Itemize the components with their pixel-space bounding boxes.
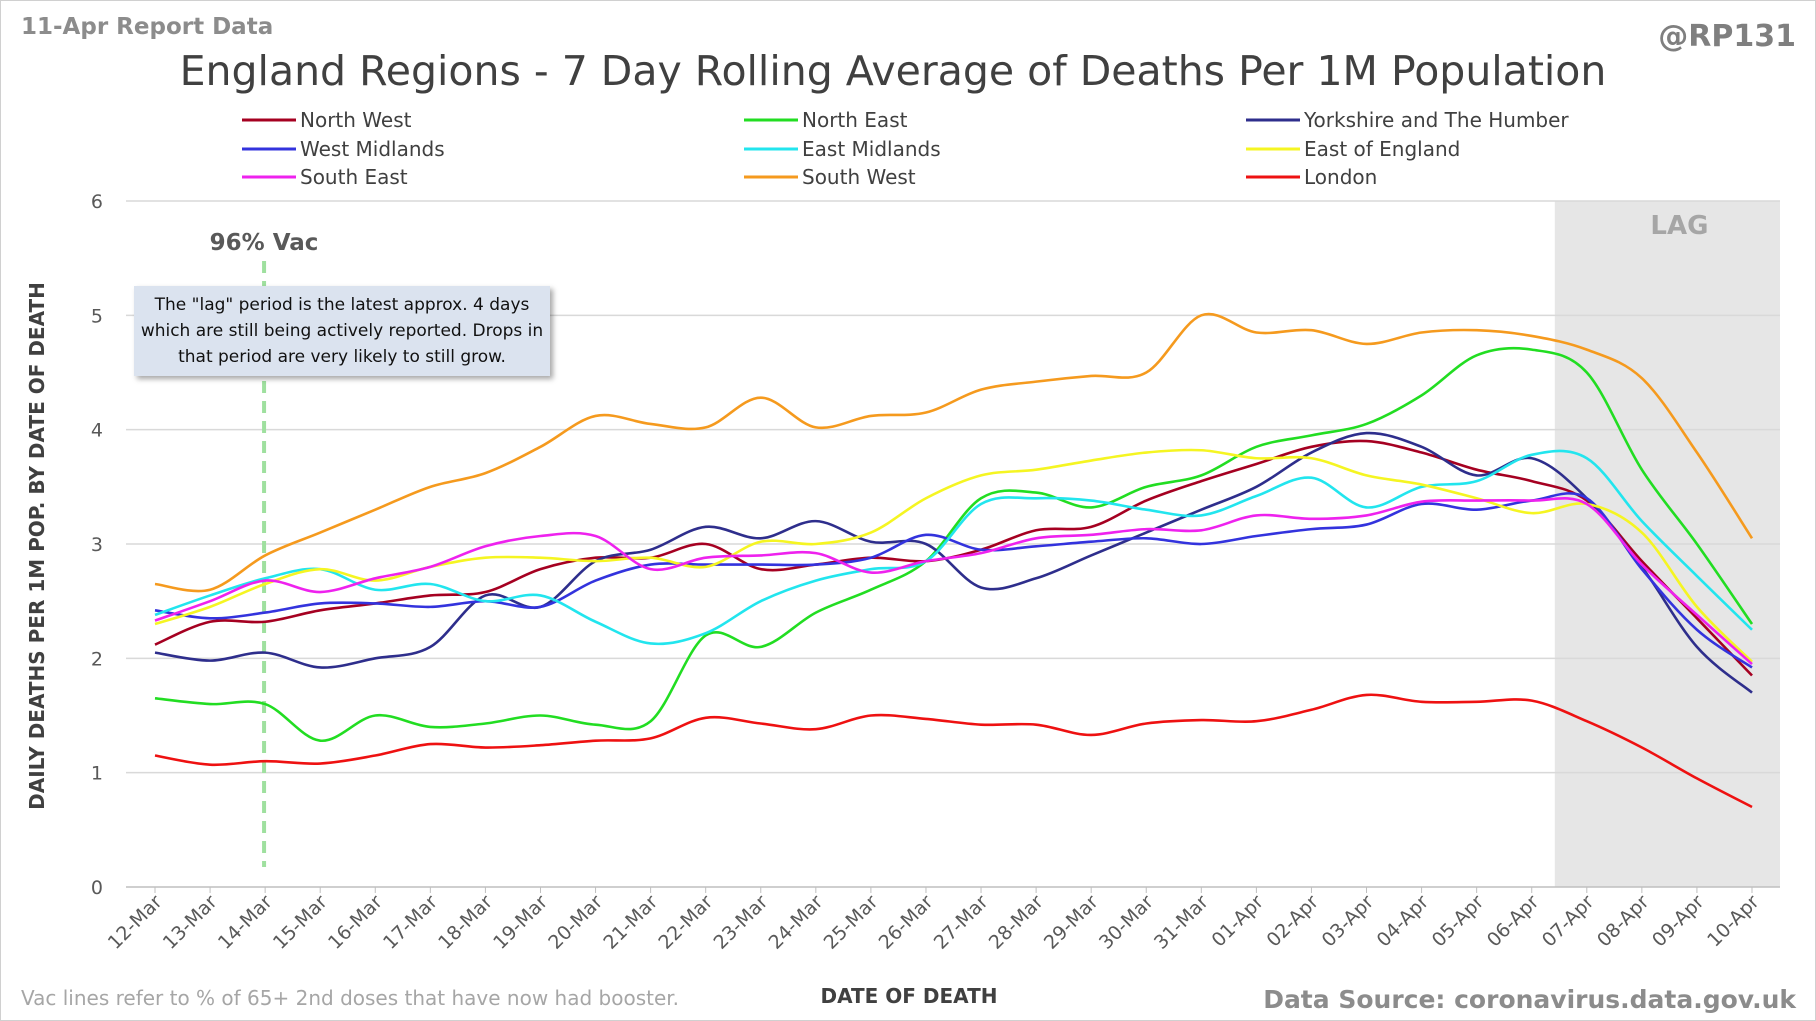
series-lines: [154, 312, 1754, 809]
series-line-west-midlands: [154, 492, 1753, 669]
x-tick-label: 23-Mar: [709, 891, 772, 954]
x-tick-label: 07-Apr: [1538, 891, 1599, 952]
gridlines: [126, 200, 1780, 888]
y-tick-label: 3: [91, 534, 103, 556]
x-tick-label: 22-Mar: [654, 891, 717, 954]
x-tick-label: 24-Mar: [765, 891, 828, 954]
x-tick-label: 12-Mar: [104, 891, 167, 954]
x-tick-label: 15-Mar: [269, 891, 332, 954]
x-tick-label: 26-Mar: [875, 891, 938, 954]
x-axis-ticks: 12-Mar13-Mar14-Mar15-Mar16-Mar17-Mar18-M…: [104, 887, 1764, 954]
x-tick-label: 20-Mar: [544, 891, 607, 954]
x-tick-label: 06-Apr: [1483, 891, 1544, 952]
legend-label: London: [1304, 165, 1377, 189]
legend-label: North West: [300, 108, 412, 132]
x-tick-label: 27-Mar: [930, 891, 993, 954]
y-axis-ticks: 0 1 2 3 4 5 6: [91, 191, 103, 899]
x-tick-label: 18-Mar: [434, 891, 497, 954]
lag-annotation: The "lag" period is the latest approx. 4…: [134, 286, 550, 376]
legend-label: East Midlands: [802, 137, 941, 161]
x-tick-label: 17-Mar: [379, 891, 442, 954]
x-tick-label: 16-Mar: [324, 891, 387, 954]
y-tick-label: 6: [91, 191, 103, 213]
x-tick-label: 21-Mar: [599, 891, 662, 954]
x-axis-title: DATE OF DEATH: [821, 984, 998, 1008]
y-tick-label: 1: [91, 763, 103, 785]
y-tick-label: 4: [91, 420, 103, 442]
author-handle: @RP131: [1658, 19, 1796, 54]
series-line-london: [154, 693, 1753, 809]
x-tick-label: 29-Mar: [1040, 891, 1103, 954]
x-tick-label: 08-Apr: [1593, 891, 1654, 952]
legend: North West North East Yorkshire and The Hu…: [242, 108, 1569, 189]
vac-label: 96% Vac: [210, 230, 319, 256]
y-tick-label: 0: [91, 877, 103, 899]
x-tick-label: 25-Mar: [820, 891, 883, 954]
legend-label: East of England: [1304, 137, 1460, 161]
series-line-east-midlands: [154, 449, 1753, 646]
x-tick-label: 31-Mar: [1150, 891, 1213, 954]
series-line-yorkshire-and-the-humber: [154, 431, 1753, 694]
x-tick-label: 10-Apr: [1703, 891, 1764, 952]
vac-footnote: Vac lines refer to % of 65+ 2nd doses th…: [21, 986, 679, 1010]
x-tick-label: 09-Apr: [1648, 891, 1709, 952]
data-source: Data Source: coronavirus.data.gov.uk: [1263, 985, 1797, 1014]
chart-title: England Regions - 7 Day Rolling Average …: [180, 47, 1607, 95]
lag-label: LAG: [1650, 211, 1708, 241]
y-tick-label: 2: [91, 648, 103, 670]
x-tick-label: 13-Mar: [159, 891, 222, 954]
y-tick-label: 5: [91, 305, 103, 327]
x-tick-label: 05-Apr: [1428, 891, 1489, 952]
x-tick-label: 03-Apr: [1318, 891, 1379, 952]
x-tick-label: 04-Apr: [1373, 891, 1434, 952]
y-axis-title: DAILY DEATHS PER 1M POP. BY DATE OF DEAT…: [25, 282, 49, 810]
legend-label: South West: [802, 165, 916, 189]
x-tick-label: 01-Apr: [1207, 891, 1268, 952]
legend-label: West Midlands: [300, 137, 445, 161]
legend-label: South East: [300, 165, 408, 189]
x-tick-label: 19-Mar: [489, 891, 552, 954]
series-line-south-east: [154, 497, 1753, 666]
legend-label: Yorkshire and The Humber: [1303, 108, 1569, 132]
x-tick-label: 02-Apr: [1263, 891, 1324, 952]
x-tick-label: 14-Mar: [214, 891, 277, 954]
x-tick-label: 30-Mar: [1095, 891, 1158, 954]
x-tick-label: 28-Mar: [985, 891, 1048, 954]
legend-label: North East: [802, 108, 908, 132]
report-label: 11-Apr Report Data: [21, 14, 273, 40]
